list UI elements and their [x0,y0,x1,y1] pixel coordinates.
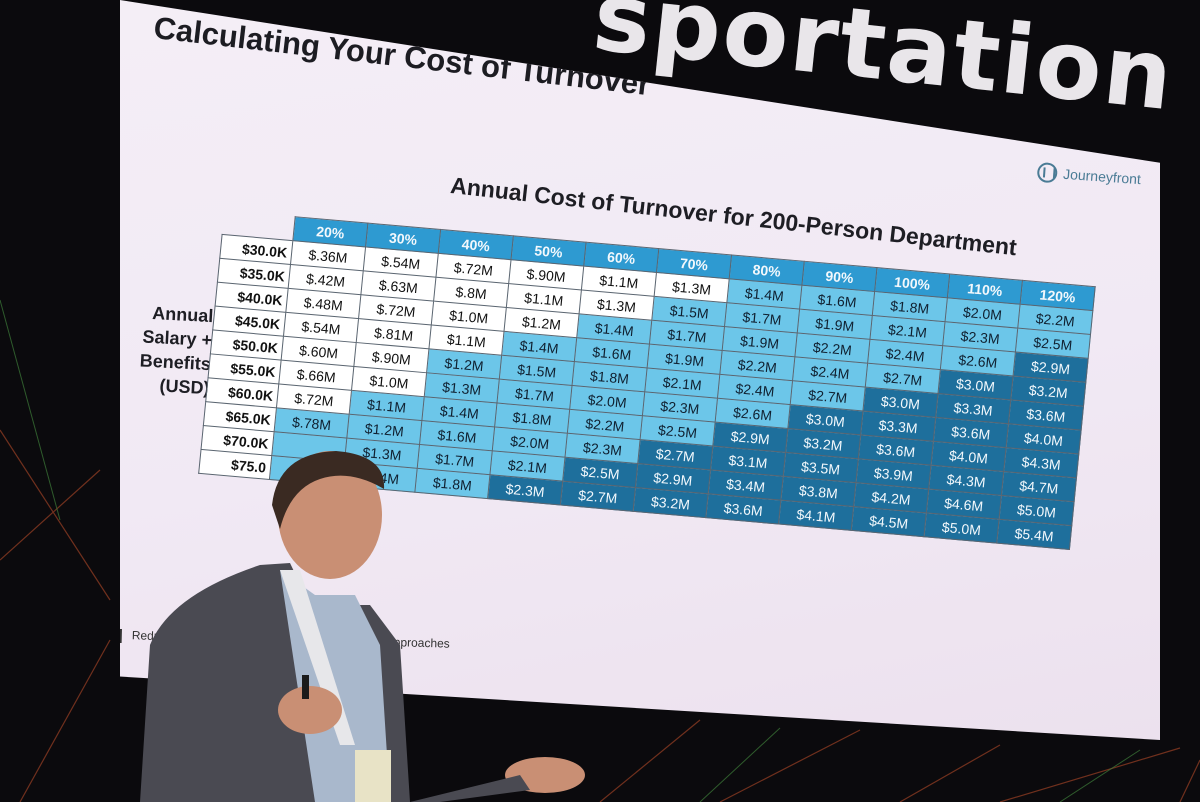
y-axis-label: Annual Salary + Benefits (USD) [129,300,214,400]
logo-text: Journeyfront [1062,165,1142,188]
presenter [140,451,585,802]
journeyfront-logo-icon [1036,162,1058,184]
footer-divider [120,628,122,643]
y-axis-label-line: (USD) [159,375,211,399]
presenter-hand-right [278,686,342,734]
table-cell: $5.0M [923,512,1000,544]
presenter-arm-left [410,775,530,802]
table-cell: $3.6M [705,493,781,525]
table-cell: $4.5M [851,506,927,537]
table-cell: $3.2M [633,487,709,518]
y-axis-label-line: Benefits [139,350,212,375]
presenter-badge [355,750,391,802]
presenter-hair [272,451,385,529]
table-cell: $5.4M [996,519,1072,550]
journeyfront-logo: Journeyfront [1036,162,1142,189]
presenter-clicker [302,675,309,699]
table-cell: $4.1M [778,500,854,531]
